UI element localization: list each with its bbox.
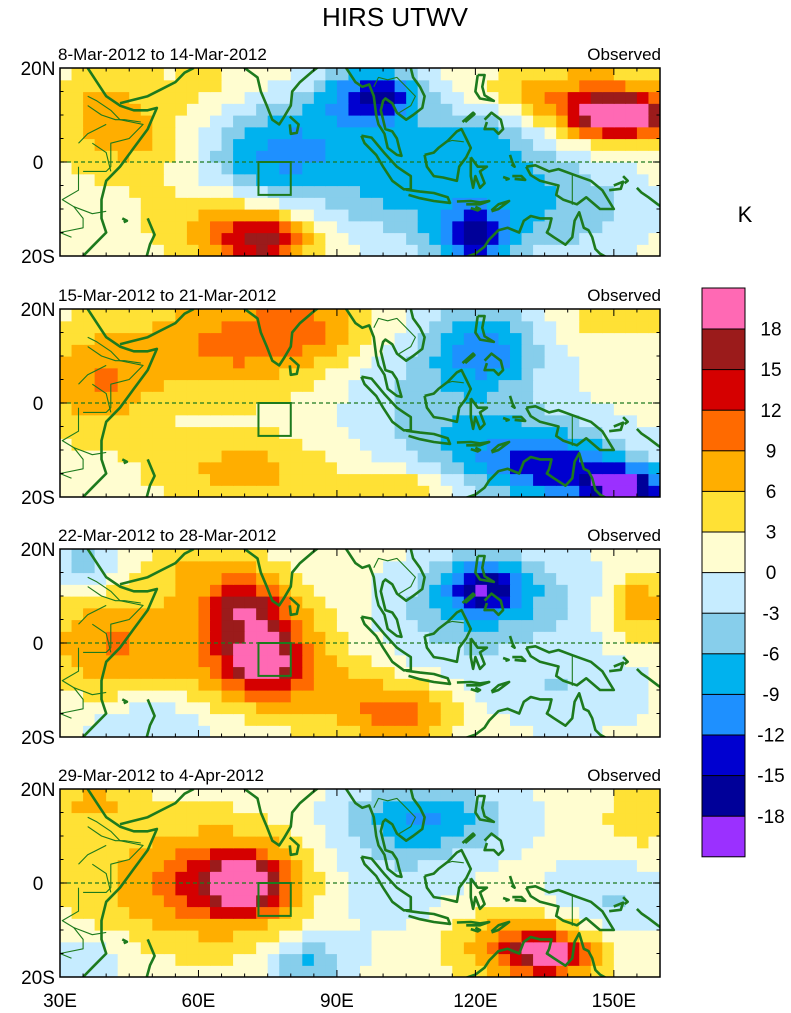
colorbar-swatch [701,531,746,574]
colorbar-tick-label: -3 [763,604,780,625]
chart-title: HIRS UTWV [322,2,469,32]
panel-observed-label: Observed [587,286,661,305]
anomaly-field [60,549,660,737]
colorbar-tick-label: 3 [766,523,777,544]
colorbar-swatch [701,734,746,777]
lat-tick-label: 20S [21,728,55,749]
colorbar-tick-label: 9 [766,441,777,462]
colorbar-swatch [701,490,746,533]
region-box [257,642,292,677]
lon-tick-label: 90E [320,991,354,1012]
coastline-layer [60,68,660,256]
panel-group: 20N 0 20S 8-Mar-2012 to 14-Mar-2012 Observed… [21,45,661,1012]
colorbar-tick-label: 0 [766,563,777,584]
coastline-layer [60,549,660,737]
colorbar-swatch [701,612,746,655]
panel-observed-label: Observed [587,45,661,64]
colorbar-swatch [701,449,746,492]
colorbar-swatch [701,652,746,695]
panel-observed-label: Observed [587,526,661,545]
lat-tick-label: 20N [21,59,56,80]
panel-period-title: 29-Mar-2012 to 4-Apr-2012 [58,766,264,785]
lat-tick-label: 0 [33,153,44,174]
colorbar-tick-label: -12 [757,726,784,747]
colorbar-swatch [701,328,746,371]
lon-tick-label: 150E [592,991,636,1012]
colorbar-tick-label: -9 [763,685,780,706]
map-panel: 20N 0 20S 15-Mar-2012 to 21-Mar-2012 Observe… [21,286,661,509]
colorbar-tick-label: -18 [757,807,784,828]
anomaly-field [60,68,660,256]
anomaly-field [60,789,660,977]
colorbar-swatch [701,693,746,736]
region-box [257,402,292,437]
map-panel: 20N 0 20S 8-Mar-2012 to 14-Mar-2012 Observed [21,45,661,268]
colorbar-tick-label: -6 [763,644,780,665]
colorbar-tick-label: 12 [760,401,781,422]
region-box [257,882,292,917]
lon-tick-label: 120E [453,991,497,1012]
lat-tick-label: 20N [21,780,56,801]
units-label: K [738,202,753,227]
map-panel: 20N 0 20S 22-Mar-2012 to 28-Mar-2012 Observe… [21,526,661,749]
lat-tick-label: 20S [21,488,55,509]
colorbar: -18 -15 -12 -9 -6 -3 0 3 6 9 12 15 18 [701,287,785,858]
colorbar-tick-label: -15 [757,766,784,787]
lon-tick-label: 60E [182,991,216,1012]
panel-period-title: 15-Mar-2012 to 21-Mar-2012 [58,286,276,305]
lat-tick-label: 0 [33,874,44,895]
lat-tick-label: 20S [21,968,55,989]
colorbar-tick-label: 15 [760,360,781,381]
colorbar-swatch [701,571,746,614]
lat-tick-label: 20N [21,300,56,321]
lat-tick-label: 20S [21,247,55,268]
colorbar-swatch [701,409,746,452]
coastline-layer [60,309,660,497]
region-box [257,161,292,196]
lat-tick-label: 20N [21,540,56,561]
panel-period-title: 22-Mar-2012 to 28-Mar-2012 [58,526,276,545]
colorbar-swatch [701,774,746,817]
colorbar-swatch [701,815,746,858]
lat-tick-label: 0 [33,394,44,415]
lon-tick-label: 30E [43,991,77,1012]
map-panel: 20N 0 20S 29-Mar-2012 to 4-Apr-2012 Observed [21,766,661,989]
colorbar-tick-label: 6 [766,482,777,503]
colorbar-swatch [701,287,746,330]
panel-period-title: 8-Mar-2012 to 14-Mar-2012 [58,45,267,64]
colorbar-swatch [701,368,746,411]
anomaly-field [60,309,660,497]
colorbar-tick-label: 18 [760,320,781,341]
coastline-layer [60,789,660,977]
lat-tick-label: 0 [33,634,44,655]
panel-observed-label: Observed [587,766,661,785]
